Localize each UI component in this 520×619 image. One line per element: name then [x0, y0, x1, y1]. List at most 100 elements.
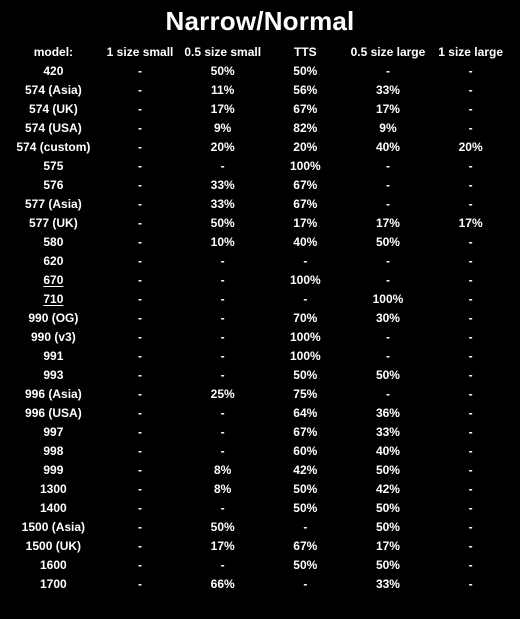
- cell-value: -: [347, 157, 430, 176]
- cell-value: 82%: [264, 119, 347, 138]
- table-row: 574 (Asia)-11%56%33%-: [8, 81, 512, 100]
- table-row: 1400--50%50%-: [8, 499, 512, 518]
- cell-model: 670: [8, 271, 99, 290]
- cell-model: 1400: [8, 499, 99, 518]
- cell-value: -: [264, 575, 347, 594]
- cell-value: -: [429, 480, 512, 499]
- cell-value: 33%: [347, 575, 430, 594]
- cell-value: -: [429, 271, 512, 290]
- cell-value: 30%: [347, 309, 430, 328]
- cell-value: 17%: [347, 214, 430, 233]
- cell-value: 50%: [347, 499, 430, 518]
- cell-value: -: [99, 157, 182, 176]
- cell-value: 70%: [264, 309, 347, 328]
- cell-value: -: [429, 119, 512, 138]
- cell-value: -: [99, 100, 182, 119]
- cell-value: 40%: [347, 138, 430, 157]
- cell-model: 1500 (UK): [8, 537, 99, 556]
- cell-value: 64%: [264, 404, 347, 423]
- cell-value: -: [99, 461, 182, 480]
- cell-model: 577 (Asia): [8, 195, 99, 214]
- cell-value: 40%: [264, 233, 347, 252]
- cell-value: -: [99, 442, 182, 461]
- page-title: Narrow/Normal: [8, 6, 512, 37]
- cell-value: 50%: [264, 556, 347, 575]
- cell-model: 577 (UK): [8, 214, 99, 233]
- table-header-row: model:1 size small0.5 size smallTTS0.5 s…: [8, 43, 512, 62]
- cell-value: 10%: [181, 233, 264, 252]
- cell-value: -: [429, 195, 512, 214]
- cell-value: -: [181, 328, 264, 347]
- cell-value: -: [429, 176, 512, 195]
- table-row: 990 (OG)--70%30%-: [8, 309, 512, 328]
- table-row: 998--60%40%-: [8, 442, 512, 461]
- table-row: 670--100%--: [8, 271, 512, 290]
- cell-value: -: [181, 442, 264, 461]
- table-row: 991--100%--: [8, 347, 512, 366]
- cell-model: 990 (v3): [8, 328, 99, 347]
- col-data: TTS: [264, 43, 347, 62]
- cell-model: 991: [8, 347, 99, 366]
- cell-model: 576: [8, 176, 99, 195]
- cell-model: 580: [8, 233, 99, 252]
- cell-value: -: [181, 347, 264, 366]
- cell-value: -: [429, 81, 512, 100]
- cell-value: 42%: [347, 480, 430, 499]
- table-row: 574 (custom)-20%20%40%20%: [8, 138, 512, 157]
- cell-value: 17%: [347, 100, 430, 119]
- cell-value: -: [181, 423, 264, 442]
- cell-value: -: [429, 537, 512, 556]
- table-row: 1300-8%50%42%-: [8, 480, 512, 499]
- cell-value: -: [429, 423, 512, 442]
- cell-model: 1500 (Asia): [8, 518, 99, 537]
- cell-value: -: [99, 499, 182, 518]
- cell-value: 67%: [264, 100, 347, 119]
- cell-value: -: [429, 233, 512, 252]
- col-data: 0.5 size large: [347, 43, 430, 62]
- cell-value: -: [99, 328, 182, 347]
- table-row: 1500 (Asia)-50%-50%-: [8, 518, 512, 537]
- table-row: 996 (USA)--64%36%-: [8, 404, 512, 423]
- cell-model: 990 (OG): [8, 309, 99, 328]
- cell-value: 67%: [264, 195, 347, 214]
- cell-value: 50%: [181, 214, 264, 233]
- cell-value: 25%: [181, 385, 264, 404]
- table-row: 420-50%50%--: [8, 62, 512, 81]
- cell-value: 42%: [264, 461, 347, 480]
- cell-value: -: [429, 290, 512, 309]
- cell-value: -: [347, 347, 430, 366]
- cell-value: -: [99, 290, 182, 309]
- cell-value: -: [181, 252, 264, 271]
- table-row: 580-10%40%50%-: [8, 233, 512, 252]
- cell-value: -: [99, 575, 182, 594]
- cell-value: -: [347, 271, 430, 290]
- cell-value: 100%: [264, 157, 347, 176]
- cell-value: -: [429, 252, 512, 271]
- cell-value: 50%: [347, 233, 430, 252]
- table-row: 990 (v3)--100%--: [8, 328, 512, 347]
- cell-model: 574 (UK): [8, 100, 99, 119]
- cell-model: 998: [8, 442, 99, 461]
- cell-value: -: [347, 385, 430, 404]
- cell-value: -: [99, 233, 182, 252]
- cell-value: -: [99, 480, 182, 499]
- cell-value: -: [99, 176, 182, 195]
- cell-value: 50%: [264, 499, 347, 518]
- cell-value: 56%: [264, 81, 347, 100]
- cell-value: 50%: [181, 518, 264, 537]
- cell-value: 33%: [347, 423, 430, 442]
- cell-value: -: [347, 328, 430, 347]
- cell-value: -: [429, 62, 512, 81]
- cell-value: -: [99, 404, 182, 423]
- cell-value: 40%: [347, 442, 430, 461]
- cell-value: -: [429, 366, 512, 385]
- cell-value: -: [429, 309, 512, 328]
- table-row: 997--67%33%-: [8, 423, 512, 442]
- table-row: 710---100%-: [8, 290, 512, 309]
- cell-value: 75%: [264, 385, 347, 404]
- cell-value: -: [181, 556, 264, 575]
- cell-value: 9%: [181, 119, 264, 138]
- cell-value: -: [99, 423, 182, 442]
- cell-value: 20%: [264, 138, 347, 157]
- cell-value: 17%: [181, 100, 264, 119]
